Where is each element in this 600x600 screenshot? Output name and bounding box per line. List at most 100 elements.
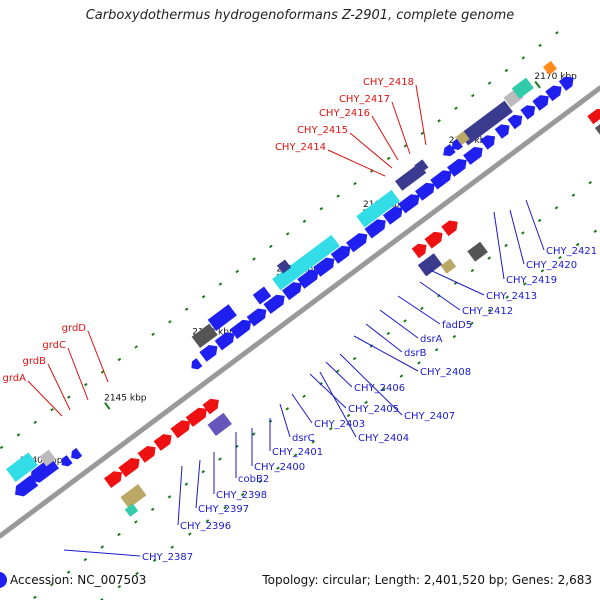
gene-blue[interactable] <box>207 304 237 331</box>
gene-red[interactable] <box>118 454 143 478</box>
track-dot <box>382 387 386 391</box>
label-CHY_2416[interactable]: CHY_2416 <box>319 108 370 119</box>
gene-blue[interactable] <box>199 341 221 362</box>
label-dsrB[interactable]: dsrB <box>404 348 427 359</box>
gene-blue[interactable] <box>398 191 423 214</box>
gene-blue[interactable] <box>430 167 455 190</box>
gene-blue[interactable] <box>281 279 305 301</box>
label-CHY_2398[interactable]: CHY_2398 <box>216 490 267 501</box>
label-grdD[interactable]: grdD <box>62 323 87 334</box>
label-CHY_2397[interactable]: CHY_2397 <box>198 504 249 515</box>
label-grdC[interactable]: grdC <box>42 340 66 351</box>
gene-grdB[interactable] <box>153 431 176 451</box>
gene-blue[interactable] <box>330 242 354 264</box>
gene-red[interactable] <box>411 240 430 259</box>
label-CHY_2407[interactable]: CHY_2407 <box>404 411 455 422</box>
label-fadD5[interactable]: fadD5 <box>442 320 472 331</box>
leader-line <box>525 199 545 251</box>
leader-line <box>319 371 357 438</box>
gene-blue[interactable] <box>68 447 83 462</box>
label-CHY_2408[interactable]: CHY_2408 <box>420 367 471 378</box>
gene-blue[interactable] <box>229 316 255 339</box>
label-CHY_2415[interactable]: CHY_2415 <box>297 125 348 136</box>
label-grdB[interactable]: grdB <box>23 356 47 367</box>
label-CHY_2414[interactable]: CHY_2414 <box>275 142 326 153</box>
gene-blue[interactable] <box>297 266 322 289</box>
label-CHY_2404[interactable]: CHY_2404 <box>358 433 409 444</box>
gene-blue[interactable] <box>532 92 552 111</box>
gene-grdC[interactable] <box>170 417 193 439</box>
gene-grdD[interactable] <box>202 395 223 415</box>
gene-blue[interactable] <box>263 291 288 314</box>
label-cobB2[interactable]: cobB2 <box>238 474 269 485</box>
label-CHY_2400[interactable]: CHY_2400 <box>254 462 305 473</box>
gene-red[interactable] <box>424 228 446 249</box>
kbp-tick-label: 2140 kbp <box>20 456 63 466</box>
label-grdA[interactable]: grdA <box>3 373 27 384</box>
label-dsrC[interactable]: dsrC <box>292 433 315 444</box>
gene-blue[interactable] <box>545 82 565 102</box>
gene-red[interactable] <box>441 217 461 237</box>
gene-navy[interactable] <box>417 253 443 277</box>
gene-red[interactable] <box>137 442 160 463</box>
gene-blue[interactable] <box>346 230 371 253</box>
gene-grdA[interactable] <box>103 468 126 488</box>
gene-light-gray[interactable] <box>39 449 56 467</box>
gene-dark-gray[interactable] <box>467 241 488 262</box>
track-dot <box>302 219 307 223</box>
label-CHY_2405[interactable]: CHY_2405 <box>348 404 399 415</box>
gene-blue[interactable] <box>214 329 238 351</box>
gene-khaki[interactable] <box>440 258 457 274</box>
gene-red[interactable] <box>587 105 600 125</box>
label-CHY_2418[interactable]: CHY_2418 <box>363 77 414 88</box>
gene-dark-gray[interactable] <box>191 323 218 348</box>
gene-blue[interactable] <box>446 155 470 177</box>
label-CHY_2417[interactable]: CHY_2417 <box>339 94 390 105</box>
gene-teal[interactable] <box>511 77 534 99</box>
gene-blue[interactable] <box>480 132 498 150</box>
gene-blue[interactable] <box>558 73 577 91</box>
label-CHY_2396[interactable]: CHY_2396 <box>180 521 231 532</box>
gene-blue[interactable] <box>507 111 526 130</box>
label-CHY_2412[interactable]: CHY_2412 <box>462 306 513 317</box>
gene-blue[interactable] <box>520 102 538 120</box>
gene-blue[interactable] <box>246 305 270 327</box>
label-CHY_2421[interactable]: CHY_2421 <box>546 246 597 257</box>
label-CHY_2420[interactable]: CHY_2420 <box>526 260 577 271</box>
gene-blue[interactable] <box>440 144 456 159</box>
gene-blue[interactable] <box>414 179 438 201</box>
label-CHY_2419[interactable]: CHY_2419 <box>506 275 557 286</box>
gene-cyan[interactable] <box>356 189 400 228</box>
label-CHY_2413[interactable]: CHY_2413 <box>486 291 537 302</box>
gene-blue[interactable] <box>188 358 203 372</box>
label-CHY_2387[interactable]: CHY_2387 <box>142 552 193 563</box>
label-CHY_2406[interactable]: CHY_2406 <box>354 383 405 394</box>
gene-cyan[interactable] <box>5 452 39 482</box>
gene-slate[interactable] <box>207 412 232 436</box>
label-CHY_2403[interactable]: CHY_2403 <box>314 419 365 430</box>
gene-blue[interactable] <box>382 203 406 225</box>
gene-blue[interactable] <box>494 121 513 139</box>
gene-blue[interactable] <box>252 286 272 305</box>
gene-cyan[interactable] <box>272 234 340 291</box>
gene-teal[interactable] <box>124 503 139 517</box>
gene-navy[interactable] <box>459 100 513 146</box>
gene-dark-gray[interactable] <box>594 120 600 136</box>
gene-blue[interactable] <box>313 254 338 277</box>
gene-navy[interactable] <box>277 259 291 274</box>
gene-blue[interactable] <box>27 457 60 486</box>
label-dsrA[interactable]: dsrA <box>420 334 443 345</box>
gene-orange[interactable] <box>543 60 557 75</box>
gene-blue[interactable] <box>463 143 486 165</box>
gene-khaki[interactable] <box>455 131 470 146</box>
track-dot <box>386 331 391 336</box>
label-CHY_2401[interactable]: CHY_2401 <box>272 447 323 458</box>
gene-blue[interactable] <box>59 455 73 469</box>
gene-khaki[interactable] <box>120 484 147 509</box>
track-dot <box>134 520 138 524</box>
gene-red[interactable] <box>185 404 211 427</box>
gene-navy[interactable] <box>414 159 429 174</box>
gene-blue[interactable] <box>364 216 389 239</box>
gene-blue[interactable] <box>449 138 463 153</box>
